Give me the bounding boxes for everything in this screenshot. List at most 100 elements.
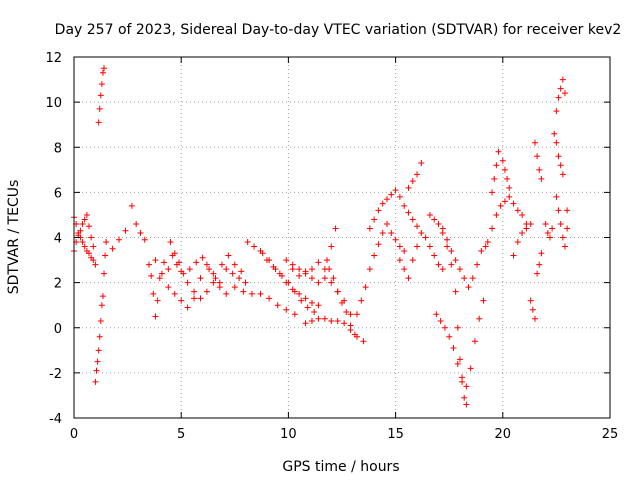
data-point [493,211,500,218]
data-point [536,166,543,173]
data-point [538,175,545,182]
x-tick-label: 0 [70,427,78,442]
data-point [150,290,157,297]
data-point [529,306,536,313]
series-sat-r [396,229,446,282]
series-sat-ad [551,130,566,178]
data-point [426,211,433,218]
data-point [471,338,478,345]
data-point [236,275,243,282]
series-sat-e [103,202,148,252]
data-point [388,229,395,236]
data-point [99,69,106,76]
data-point [176,259,183,266]
series-sat-x [489,148,502,196]
data-point [379,229,386,236]
data-point [283,257,290,264]
data-point [109,245,116,252]
data-point [441,324,448,331]
y-tick-label: 12 [45,51,62,66]
data-point [452,288,459,295]
series-sat-v [439,225,489,291]
data-point [231,261,238,268]
data-point [223,290,230,297]
data-point [341,297,348,304]
data-point [92,378,99,385]
data-point [347,327,354,334]
data-point [414,243,421,250]
data-point [212,275,219,282]
data-point [510,252,517,259]
data-point [437,317,444,324]
data-point [371,252,378,259]
data-point [283,306,290,313]
data-point [291,311,298,318]
data-point [244,239,251,246]
data-point [409,216,416,223]
data-point [418,160,425,167]
data-point [251,243,258,250]
series-sat-w [484,193,530,246]
data-point [311,308,318,315]
data-point [223,266,230,273]
x-tick-label: 20 [495,427,512,442]
data-point [225,252,232,259]
y-tick-label: 8 [54,141,62,156]
data-point [504,175,511,182]
data-point [506,184,513,191]
data-point [161,259,168,266]
data-point [527,297,534,304]
data-point [551,130,558,137]
data-point [557,162,564,169]
data-point [210,270,217,277]
data-point [435,261,442,268]
data-point [148,272,155,279]
data-point [218,261,225,268]
y-tick-label: -2 [49,367,62,382]
data-point [538,250,545,257]
data-point [229,270,236,277]
series-sat-c [92,252,109,385]
y-tick-label: -4 [49,412,62,427]
data-point [321,315,328,322]
data-point [555,207,562,214]
data-point [191,295,198,302]
data-point [559,76,566,83]
x-axis-label: GPS time / hours [282,459,399,475]
data-point [302,295,309,302]
data-point [315,259,322,266]
data-point [510,200,517,207]
data-point [418,229,425,236]
data-point [431,216,438,223]
data-point [90,257,97,264]
data-point [308,299,315,306]
series-sat-k [259,250,318,315]
data-point [77,227,84,234]
data-point [274,302,281,309]
data-point [401,248,408,255]
data-point [242,279,249,286]
data-point [559,171,566,178]
data-point [444,243,451,250]
data-point [465,284,472,291]
data-point [431,252,438,259]
data-point [501,166,508,173]
data-point [375,207,382,214]
data-point [248,290,255,297]
data-point [489,225,496,232]
data-point [128,202,135,209]
data-point [152,257,159,264]
data-point [366,225,373,232]
series-sat-ae [553,76,568,115]
data-point [495,148,502,155]
data-point [315,315,322,322]
data-point [555,94,562,101]
data-point [454,324,461,331]
data-point [296,290,303,297]
data-point [491,175,498,182]
data-point [439,266,446,273]
data-point [291,288,298,295]
data-point [452,257,459,264]
data-point [206,266,213,273]
series-sat-z [510,220,534,259]
